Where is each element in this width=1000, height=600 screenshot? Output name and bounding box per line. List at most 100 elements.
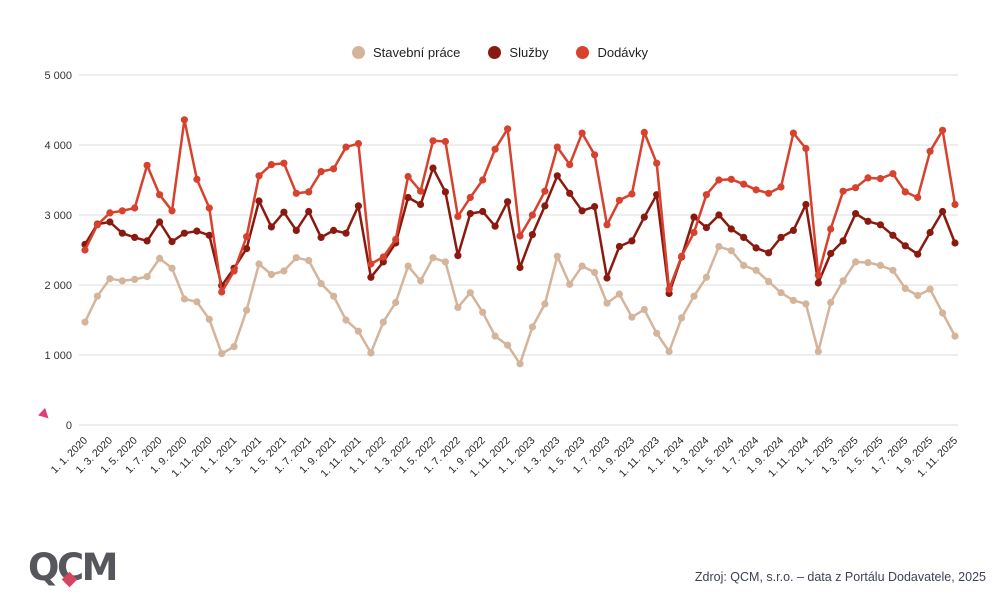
data-point (243, 245, 251, 253)
data-point (429, 164, 437, 172)
data-point (454, 252, 462, 260)
data-point (305, 207, 313, 216)
y-axis-tick-label: 5 000 (44, 70, 72, 82)
data-point (156, 218, 164, 226)
data-point (864, 174, 872, 182)
data-point (93, 221, 101, 229)
data-point (466, 193, 474, 202)
data-point (354, 202, 362, 210)
data-point (541, 202, 549, 210)
data-point (528, 211, 537, 219)
data-point (491, 332, 499, 340)
data-point (305, 256, 313, 265)
data-point (354, 327, 362, 335)
data-point (342, 143, 350, 151)
data-point (914, 193, 922, 202)
data-point (541, 300, 549, 308)
data-point (255, 197, 263, 205)
data-point (342, 229, 350, 237)
data-point (628, 237, 636, 245)
data-point (168, 207, 176, 215)
data-point (727, 175, 735, 183)
data-point (727, 225, 735, 233)
legend-item-stavebni-prace: Stavební práce (351, 45, 460, 60)
data-point (802, 300, 810, 308)
data-point (802, 144, 810, 153)
data-point (230, 267, 238, 275)
data-point (417, 200, 425, 209)
data-point (827, 249, 835, 258)
data-point (342, 316, 350, 324)
data-point (603, 274, 611, 282)
data-point (591, 203, 599, 211)
data-point (330, 226, 338, 234)
data-point (143, 237, 151, 245)
data-point (292, 226, 300, 234)
data-point (839, 277, 847, 285)
data-point (454, 212, 462, 220)
data-point (802, 200, 810, 209)
data-point (765, 189, 773, 197)
data-point (106, 209, 114, 217)
data-point (193, 298, 201, 306)
data-point (951, 332, 959, 340)
data-point (106, 275, 114, 283)
data-point (528, 231, 537, 239)
data-point (789, 296, 798, 304)
data-point (715, 242, 723, 251)
data-point (839, 237, 847, 245)
data-point (143, 161, 151, 169)
data-point (330, 292, 338, 300)
data-point (466, 289, 474, 297)
data-point (591, 151, 599, 159)
y-axis-tick-label: 0 (66, 420, 72, 432)
data-point (267, 270, 275, 279)
data-point (118, 277, 126, 285)
data-point (702, 191, 711, 199)
data-point (889, 170, 897, 178)
data-point (404, 193, 412, 202)
data-point (678, 252, 686, 260)
data-point (218, 288, 226, 296)
data-point (218, 350, 226, 358)
data-point (777, 233, 785, 241)
data-point (305, 188, 313, 196)
source-credit: Zdroj: QCM, s.r.o. – data z Portálu Doda… (694, 570, 986, 584)
data-point (690, 213, 698, 221)
data-point (441, 258, 449, 266)
data-point (479, 207, 487, 216)
data-point (392, 298, 400, 307)
data-point (280, 267, 288, 275)
data-point (429, 254, 437, 262)
data-point (441, 137, 449, 146)
data-point (504, 341, 512, 349)
data-point (491, 222, 499, 230)
data-point (255, 260, 263, 268)
data-point (653, 159, 661, 167)
data-point (243, 306, 251, 314)
data-point (702, 273, 711, 281)
data-point (106, 218, 114, 226)
data-point (118, 229, 126, 237)
data-point (852, 210, 860, 218)
data-point (752, 244, 760, 252)
legend-label-dodavky: Dodávky (597, 44, 649, 60)
data-point (267, 223, 275, 231)
data-point (131, 204, 139, 212)
legend-dot-stavebni-prace-icon (351, 45, 365, 59)
data-point (504, 198, 512, 206)
data-point (479, 308, 487, 316)
logo-text: QCM (28, 546, 118, 589)
data-point (591, 268, 599, 276)
data-point (417, 277, 425, 285)
data-point (640, 305, 648, 314)
data-point (180, 116, 188, 124)
data-point (516, 263, 524, 272)
data-point (317, 233, 325, 241)
data-point (578, 207, 586, 215)
data-point (267, 161, 275, 169)
y-axis-tick-label: 2 000 (44, 280, 72, 292)
data-point (827, 298, 835, 307)
data-point (876, 221, 885, 229)
data-point (180, 295, 188, 303)
